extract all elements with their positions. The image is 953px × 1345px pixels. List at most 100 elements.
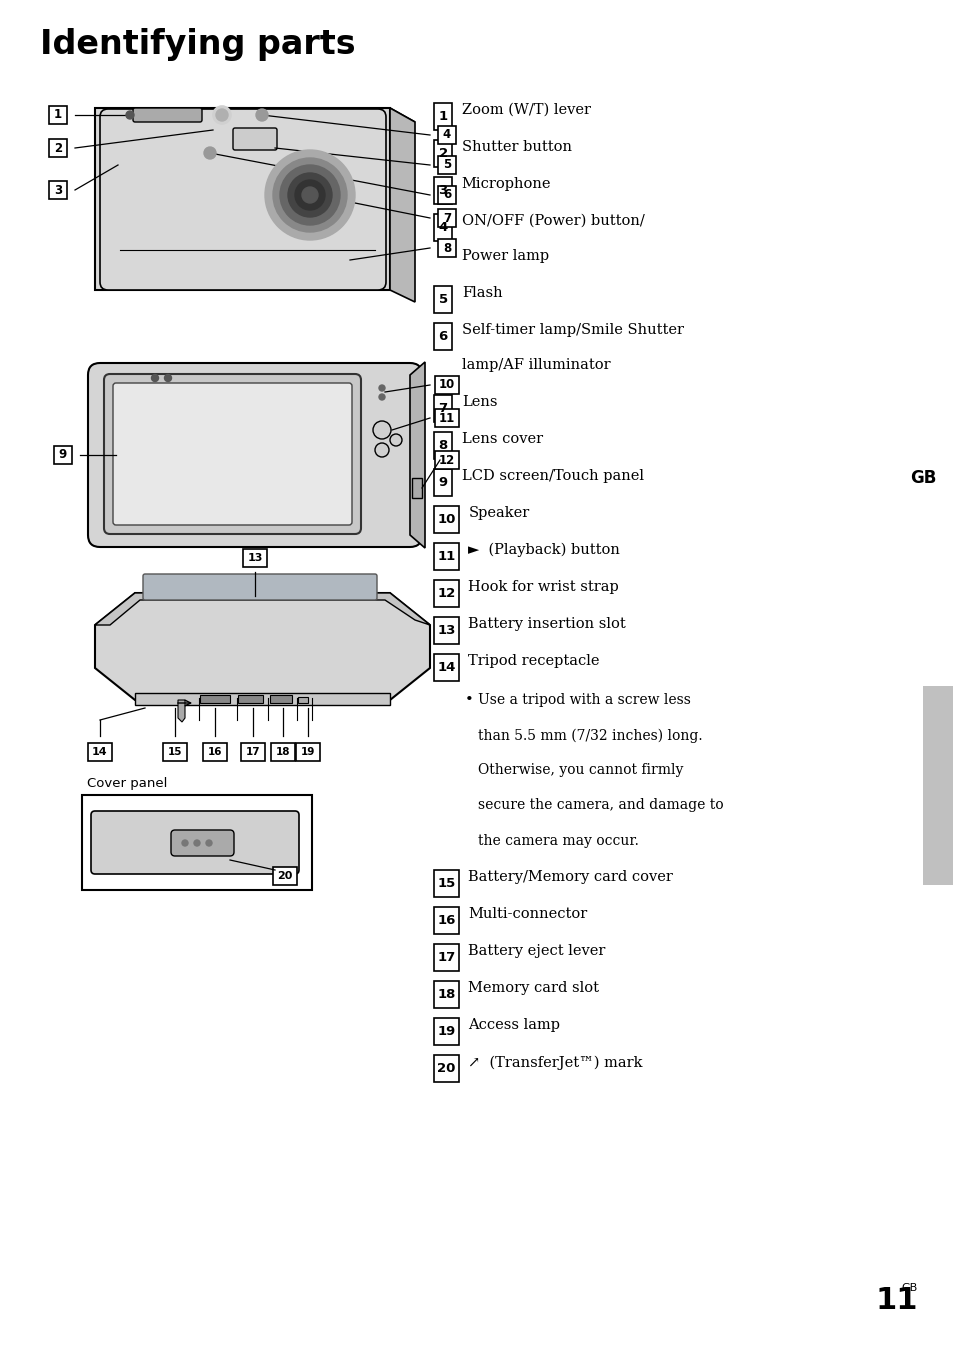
Bar [434,870,458,897]
Text: 10: 10 [438,378,455,391]
FancyBboxPatch shape [112,383,352,525]
Text: 11: 11 [875,1286,917,1315]
Text: 7: 7 [442,211,451,225]
Text: 17: 17 [246,746,260,757]
Bar [434,140,452,167]
Text: 6: 6 [438,330,447,343]
Bar [434,908,458,935]
Text: Speaker: Speaker [468,506,529,521]
Polygon shape [95,108,390,291]
Circle shape [294,180,325,210]
Circle shape [375,443,389,457]
FancyBboxPatch shape [100,109,386,291]
FancyBboxPatch shape [132,108,202,122]
Text: 13: 13 [247,553,262,564]
Circle shape [378,385,385,391]
Bar [241,742,265,761]
Text: 2: 2 [438,147,447,160]
Bar [297,697,308,703]
Text: 20: 20 [436,1063,456,1075]
Text: Memory card slot: Memory card slot [468,982,598,995]
Text: the camera may occur.: the camera may occur. [477,834,639,847]
Text: 8: 8 [438,438,447,452]
Text: 15: 15 [168,746,182,757]
Bar [295,742,319,761]
Bar [437,208,456,227]
Bar [200,695,230,703]
Text: 12: 12 [438,453,455,467]
Text: 3: 3 [54,183,62,196]
Bar [434,1018,458,1045]
Text: 13: 13 [436,624,456,638]
Text: ►  (Playback) button: ► (Playback) button [468,543,619,557]
Polygon shape [95,108,415,122]
Text: •: • [464,693,473,707]
Polygon shape [410,362,424,547]
Text: Self-timer lamp/Smile Shutter: Self-timer lamp/Smile Shutter [461,323,683,338]
Bar [437,156,456,174]
Text: Use a tripod with a screw less: Use a tripod with a screw less [477,693,691,707]
Text: 18: 18 [275,746,290,757]
Circle shape [164,374,172,382]
Text: 5: 5 [438,293,447,305]
Bar [237,695,263,703]
Circle shape [280,165,339,225]
Text: Battery insertion slot: Battery insertion slot [468,617,625,631]
Text: 9: 9 [438,476,447,490]
Text: 14: 14 [92,746,108,757]
Bar [271,742,294,761]
Text: Flash: Flash [461,286,502,300]
Text: GB: GB [909,469,936,487]
Text: 18: 18 [436,989,456,1001]
Text: GB: GB [901,1283,917,1293]
Bar [434,1056,458,1083]
Bar [435,377,458,394]
Text: 16: 16 [436,915,456,927]
Bar [243,549,267,568]
Bar [434,176,452,203]
Text: Hook for wrist strap: Hook for wrist strap [468,580,618,594]
Text: 20: 20 [277,872,293,881]
Bar [437,126,456,144]
Bar [434,323,452,350]
Text: 17: 17 [436,951,456,964]
Text: Zoom (W/T) lever: Zoom (W/T) lever [461,102,590,117]
Circle shape [273,157,347,231]
Circle shape [265,151,355,239]
Text: 4: 4 [438,221,447,234]
Text: 15: 15 [436,877,456,890]
Bar [435,451,458,469]
Text: 1: 1 [438,110,447,122]
Text: Cover panel: Cover panel [87,777,167,790]
Text: Microphone: Microphone [461,176,551,191]
Text: 8: 8 [442,242,451,254]
Bar [412,477,421,498]
Text: Shutter button: Shutter button [461,140,571,153]
Bar [435,409,458,426]
Bar [49,182,67,199]
Polygon shape [178,699,185,722]
Circle shape [302,187,317,203]
Polygon shape [390,108,415,303]
Text: Battery eject lever: Battery eject lever [468,944,605,959]
Text: ON/OFF (Power) button/: ON/OFF (Power) button/ [461,214,644,227]
Text: 2: 2 [54,141,62,155]
Bar [434,543,458,570]
Text: Battery/Memory card cover: Battery/Memory card cover [468,870,673,885]
Text: 5: 5 [442,159,451,172]
Text: 16: 16 [208,746,222,757]
Bar [163,742,187,761]
Bar [434,286,452,313]
Text: Multi-connector: Multi-connector [468,908,587,921]
Text: 1: 1 [54,109,62,121]
Bar [203,742,227,761]
Circle shape [206,841,212,846]
Text: 14: 14 [436,660,456,674]
Text: Power lamp: Power lamp [461,249,548,264]
Circle shape [390,434,401,447]
FancyBboxPatch shape [88,363,421,547]
Text: LCD screen/Touch panel: LCD screen/Touch panel [461,469,643,483]
Bar [434,506,458,533]
Bar [437,239,456,257]
Text: 19: 19 [300,746,314,757]
